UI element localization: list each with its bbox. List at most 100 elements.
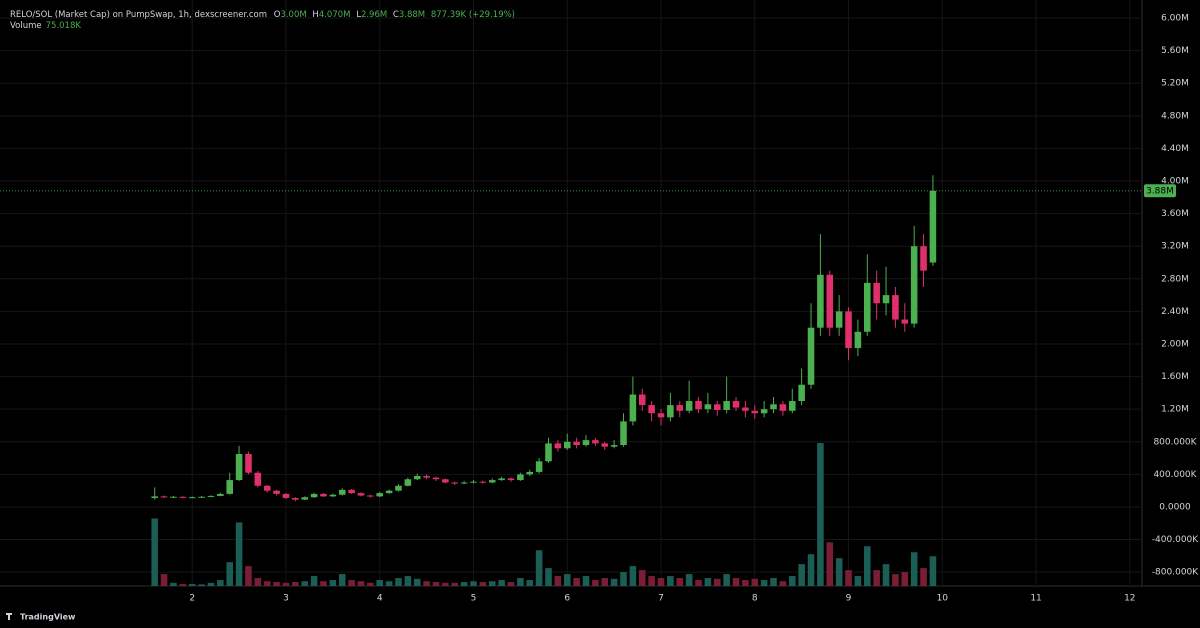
volume-bar bbox=[554, 576, 562, 586]
candle-body bbox=[638, 394, 646, 406]
last-price-label: 3.88M bbox=[1146, 186, 1174, 196]
volume-bar bbox=[423, 581, 430, 586]
x-tick-label: 12 bbox=[1124, 594, 1135, 604]
volume-bar bbox=[292, 582, 299, 586]
volume-bar bbox=[376, 580, 384, 586]
volume-bar bbox=[910, 552, 918, 586]
candle-body bbox=[188, 497, 196, 499]
volume-bar bbox=[282, 582, 290, 586]
volume-bar bbox=[807, 554, 815, 586]
x-tick-label: 6 bbox=[564, 594, 570, 604]
candle-body bbox=[517, 474, 524, 481]
volume-bar bbox=[929, 556, 937, 586]
x-tick-label: 8 bbox=[752, 594, 758, 604]
volume-bar bbox=[629, 566, 637, 586]
volume-bar bbox=[779, 581, 787, 586]
volume-bar bbox=[338, 574, 346, 586]
volume-bar bbox=[479, 582, 487, 586]
y-tick-label: -400.000K bbox=[1152, 535, 1199, 545]
x-tick-label: 3 bbox=[283, 594, 289, 604]
volume-bar bbox=[217, 580, 224, 586]
y-tick-label: 2.80M bbox=[1161, 274, 1189, 284]
candle-body bbox=[873, 282, 880, 304]
volume-bar bbox=[385, 581, 393, 586]
volume-bar bbox=[179, 584, 187, 586]
candle-body bbox=[254, 472, 262, 486]
candle-body bbox=[901, 319, 909, 324]
change-value: 877.39K (+29.19%) bbox=[431, 10, 515, 20]
y-tick-label: 4.40M bbox=[1161, 144, 1189, 154]
candle-body bbox=[367, 495, 374, 497]
volume-bar bbox=[920, 568, 927, 586]
volume-bar bbox=[198, 584, 205, 586]
candle-body bbox=[263, 485, 271, 491]
volume-bar bbox=[507, 582, 515, 586]
volume-bar bbox=[610, 578, 618, 586]
volume-bar bbox=[498, 580, 505, 586]
y-tick-label: 1.60M bbox=[1161, 372, 1189, 382]
candle-body bbox=[910, 246, 918, 324]
volume-bar bbox=[526, 580, 534, 586]
volume-bar bbox=[601, 578, 609, 586]
y-tick-label: 1.20M bbox=[1161, 405, 1189, 415]
y-tick-label: 3.60M bbox=[1161, 209, 1189, 219]
high-value: 4.070M bbox=[319, 10, 351, 20]
candle-body bbox=[282, 493, 290, 498]
volume-bar bbox=[732, 578, 740, 586]
volume-bar bbox=[263, 581, 271, 586]
candle-body bbox=[732, 401, 740, 408]
volume-bar bbox=[723, 574, 730, 586]
candle-body bbox=[807, 327, 815, 385]
volume-bar bbox=[873, 570, 880, 586]
y-tick-label: 5.60M bbox=[1161, 46, 1189, 56]
volume-bar bbox=[892, 574, 899, 586]
low-label: L bbox=[356, 10, 361, 20]
candle-body bbox=[798, 384, 805, 402]
volume-bar bbox=[845, 570, 852, 586]
watermark: TradingView bbox=[20, 613, 76, 622]
symbol-title: RELO/SOL (Market Cap) on PumpSwap, 1h, d… bbox=[10, 10, 267, 20]
candle-body bbox=[301, 497, 309, 500]
volume-bar bbox=[517, 578, 524, 586]
candle-body bbox=[685, 401, 693, 411]
open-value: 3.00M bbox=[280, 10, 306, 20]
candle-body bbox=[929, 190, 937, 263]
high-label: H bbox=[312, 10, 318, 20]
volume-bar bbox=[864, 546, 871, 586]
logo-icon bbox=[6, 613, 12, 620]
x-tick-label: 7 bbox=[658, 594, 664, 604]
volume-bar bbox=[835, 558, 843, 586]
volume-bar bbox=[442, 582, 449, 586]
candle-body bbox=[310, 493, 318, 498]
volume-bar bbox=[704, 578, 712, 586]
volume-bar bbox=[713, 578, 721, 586]
x-tick-label: 2 bbox=[189, 594, 195, 604]
volume-bar bbox=[367, 582, 374, 586]
volume-bar bbox=[310, 576, 318, 586]
candle-body bbox=[582, 440, 590, 446]
volume-bar bbox=[770, 578, 777, 586]
candle-body bbox=[854, 331, 862, 349]
volume-bar bbox=[563, 574, 571, 586]
candle-body bbox=[338, 489, 346, 495]
volume-bar bbox=[432, 582, 440, 586]
volume-bar bbox=[470, 581, 477, 586]
x-tick-label: 11 bbox=[1030, 594, 1041, 604]
candle-body bbox=[864, 282, 871, 332]
open-label: O bbox=[274, 10, 281, 20]
candle-body bbox=[545, 443, 552, 462]
candle-body bbox=[348, 489, 355, 494]
candle-body bbox=[563, 441, 571, 449]
volume-bar bbox=[488, 581, 496, 586]
candle-body bbox=[882, 295, 890, 304]
candle-body bbox=[432, 477, 440, 480]
volume-value: 75.018K bbox=[46, 21, 82, 31]
volume-bar bbox=[817, 443, 824, 586]
low-value: 2.96M bbox=[361, 10, 387, 20]
candle-body bbox=[573, 441, 580, 446]
volume-bar bbox=[742, 580, 749, 586]
volume-bar bbox=[404, 576, 412, 586]
candle-body bbox=[657, 413, 665, 418]
candle-body bbox=[723, 401, 730, 410]
